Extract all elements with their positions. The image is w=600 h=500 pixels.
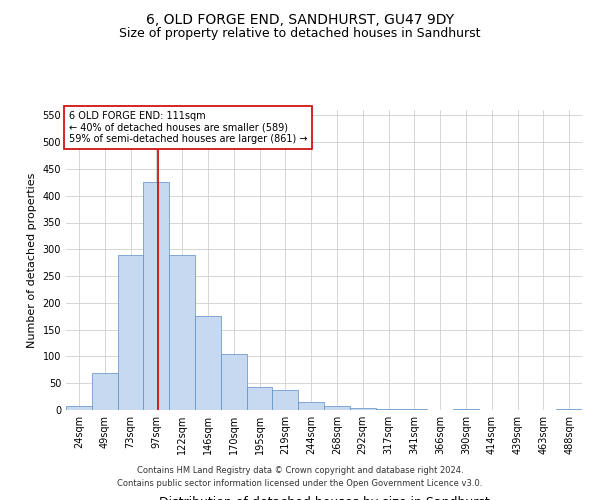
- Bar: [195, 316, 221, 410]
- Bar: [324, 406, 350, 410]
- Bar: [143, 182, 169, 410]
- Y-axis label: Number of detached properties: Number of detached properties: [27, 172, 37, 348]
- Text: 6, OLD FORGE END, SANDHURST, GU47 9DY: 6, OLD FORGE END, SANDHURST, GU47 9DY: [146, 12, 454, 26]
- Bar: [66, 406, 92, 410]
- Bar: [298, 402, 324, 410]
- Bar: [247, 387, 272, 410]
- Bar: [272, 390, 298, 410]
- Text: Size of property relative to detached houses in Sandhurst: Size of property relative to detached ho…: [119, 28, 481, 40]
- Bar: [350, 408, 376, 410]
- Bar: [221, 354, 247, 410]
- Text: Contains HM Land Registry data © Crown copyright and database right 2024.
Contai: Contains HM Land Registry data © Crown c…: [118, 466, 482, 487]
- X-axis label: Distribution of detached houses by size in Sandhurst: Distribution of detached houses by size …: [158, 496, 490, 500]
- Bar: [118, 254, 143, 410]
- Bar: [92, 372, 118, 410]
- Text: 6 OLD FORGE END: 111sqm
← 40% of detached houses are smaller (589)
59% of semi-d: 6 OLD FORGE END: 111sqm ← 40% of detache…: [68, 110, 307, 144]
- Bar: [169, 254, 195, 410]
